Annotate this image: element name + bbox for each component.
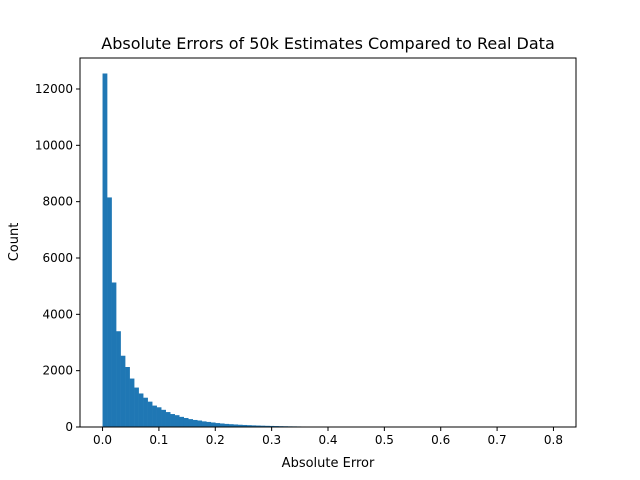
histogram-bar (125, 367, 130, 427)
histogram-bar (233, 424, 239, 427)
y-axis-label: Count (7, 223, 22, 262)
y-tick-label: 10000 (35, 138, 73, 152)
histogram-bar (152, 405, 157, 427)
histogram-bar (210, 422, 216, 427)
x-tick-label: 0.1 (149, 433, 168, 447)
y-tick-label: 0 (65, 420, 73, 434)
histogram-bar (255, 425, 261, 427)
histogram-bar (143, 397, 148, 427)
x-tick-label: 0.8 (544, 433, 563, 447)
histogram-bar (107, 197, 112, 427)
histogram-bar (201, 421, 207, 427)
histogram-bar (111, 282, 117, 427)
histogram-bar (116, 331, 121, 427)
x-axis-label: Absolute Error (282, 456, 375, 471)
histogram-bar (170, 414, 175, 427)
x-tick-label: 0.5 (375, 433, 394, 447)
y-tick-label: 2000 (42, 364, 73, 378)
y-tick-label: 6000 (42, 251, 73, 265)
histogram-bar (183, 417, 189, 427)
histogram-bar (246, 425, 252, 427)
y-tick-label: 4000 (42, 307, 73, 321)
histogram-bar (242, 424, 248, 427)
x-tick-label: 0.3 (262, 433, 281, 447)
y-tick-label: 8000 (42, 195, 73, 209)
histogram-bar (197, 420, 203, 427)
histogram-bar (206, 421, 212, 427)
x-tick-label: 0.6 (431, 433, 450, 447)
histogram-bar (192, 419, 198, 427)
histogram-bar (228, 424, 234, 427)
histogram-bar (138, 393, 144, 427)
histogram-bar (237, 424, 243, 427)
y-axis-ticks: 0 2000 4000 6000 8000 10000 12000 (35, 82, 80, 434)
histogram-bar (156, 407, 162, 427)
chart-title: Absolute Errors of 50k Estimates Compare… (101, 34, 555, 53)
x-tick-label: 0.7 (488, 433, 507, 447)
histogram-bar (165, 412, 171, 427)
histogram-bar (251, 425, 257, 427)
histogram-bar (219, 423, 225, 427)
histogram-bar (224, 423, 230, 427)
histogram-bar (120, 355, 126, 427)
plot-frame (79, 57, 577, 428)
histogram-bar (269, 425, 275, 427)
histogram-bar (260, 425, 266, 427)
histogram-bar (264, 425, 270, 427)
y-tick-label: 12000 (35, 82, 73, 96)
x-tick-label: 0.2 (206, 433, 225, 447)
histogram-bar (174, 415, 180, 427)
histogram-bar (179, 416, 185, 427)
histogram-bar (161, 409, 166, 427)
histogram-bar (129, 378, 135, 427)
histogram-bar (147, 401, 153, 427)
bars-group (102, 73, 559, 427)
histogram-bar (215, 423, 221, 427)
x-axis-ticks: 0.0 0.1 0.2 0.3 0.4 0.5 0.6 0.7 0.8 (93, 427, 563, 447)
histogram-bar (188, 419, 194, 427)
histogram-bar (134, 387, 139, 427)
histogram-bar (102, 73, 108, 427)
x-tick-label: 0.4 (318, 433, 337, 447)
x-tick-label: 0.0 (93, 433, 112, 447)
